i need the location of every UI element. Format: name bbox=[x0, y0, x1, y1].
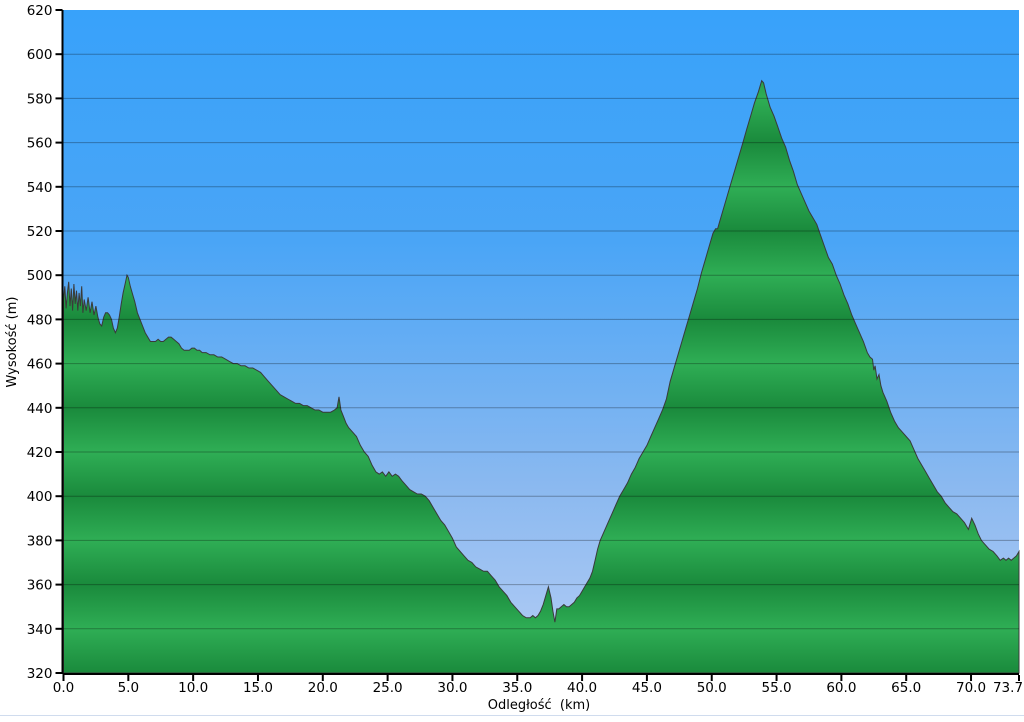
x-tick-label: 50.0 bbox=[697, 680, 727, 696]
x-tick-label: 0.0 bbox=[53, 680, 74, 696]
y-tick-label: 540 bbox=[27, 180, 53, 196]
x-tick-label: 70.0 bbox=[956, 680, 986, 696]
y-tick-label: 500 bbox=[27, 268, 53, 284]
x-tick-label: 30.0 bbox=[437, 680, 467, 696]
y-tick-label: 560 bbox=[27, 136, 53, 152]
y-tick-label: 520 bbox=[27, 224, 53, 240]
x-tick-label: 45.0 bbox=[632, 680, 662, 696]
y-tick-label: 340 bbox=[27, 622, 53, 638]
y-tick-label: 420 bbox=[27, 445, 53, 461]
y-axis-title: Wysokość (m) bbox=[5, 296, 20, 388]
x-tick-label: 60.0 bbox=[826, 680, 856, 696]
y-tick-label: 580 bbox=[27, 91, 53, 107]
y-tick-label: 320 bbox=[27, 666, 53, 682]
y-tick-label: 380 bbox=[27, 533, 53, 549]
x-tick-label: 73.7 bbox=[993, 680, 1023, 696]
x-tick-label: 10.0 bbox=[178, 680, 208, 696]
terrain-area bbox=[63, 79, 1020, 674]
x-tick-label: 25.0 bbox=[373, 680, 403, 696]
x-tick-label: 35.0 bbox=[502, 680, 532, 696]
x-tick-label: 5.0 bbox=[118, 680, 139, 696]
y-tick-label: 460 bbox=[27, 357, 53, 373]
y-tick-label: 400 bbox=[27, 489, 53, 505]
panel-divider bbox=[0, 715, 1024, 716]
y-tick-label: 600 bbox=[27, 47, 53, 63]
y-tick-label: 480 bbox=[27, 312, 53, 328]
x-tick-label: 65.0 bbox=[891, 680, 921, 696]
x-tick-label: 40.0 bbox=[567, 680, 597, 696]
x-tick-label: 15.0 bbox=[243, 680, 273, 696]
x-tick-label: 20.0 bbox=[308, 680, 338, 696]
y-tick-label: 440 bbox=[27, 401, 53, 417]
y-tick-label: 620 bbox=[27, 3, 53, 19]
y-tick-label: 360 bbox=[27, 578, 53, 594]
x-axis-title: Odległość (km) bbox=[487, 698, 591, 713]
x-tick-label: 55.0 bbox=[762, 680, 792, 696]
